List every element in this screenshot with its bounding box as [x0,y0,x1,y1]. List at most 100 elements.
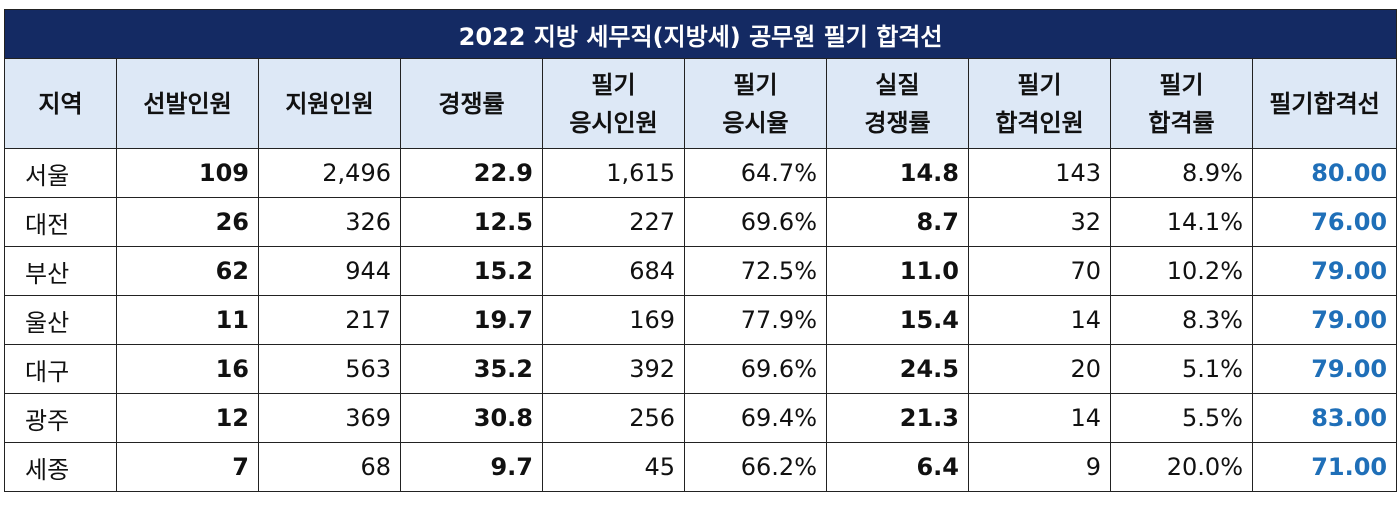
table-cell: 684 [542,246,685,296]
table-cell: 256 [542,393,685,443]
table-cell: 169 [542,295,685,345]
column-header-line: 필기 [733,70,778,99]
cutoff-table: 2022 지방 세무직(지방세) 공무원 필기 합격선 지역 선발인원 지원인원 경쟁… [3,9,1398,492]
table-cell: 35.2 [400,344,543,394]
column-header-line: 선발인원 [143,89,232,118]
table-row: 울산 11 217 19.7 169 77.9% 15.4 14 8.3% 79.00 [4,295,1398,345]
region-cell: 세종 [4,442,117,492]
table-cell: 217 [258,295,401,345]
table-cell: 143 [968,148,1111,198]
table-cell: 62 [116,246,259,296]
table-cell: 32 [968,197,1111,247]
table-cell: 26 [116,197,259,247]
table-row: 대전 26 326 12.5 227 69.6% 8.7 32 14.1% 76.00 [4,197,1398,247]
table-cell: 11 [116,295,259,345]
column-header-line: 필기 [1159,70,1204,99]
cutoff-score-cell: 83.00 [1251,393,1398,443]
column-header-line: 합격률 [1148,108,1215,137]
column-header-line: 필기합격선 [1269,89,1380,118]
column-header-line: 합격인원 [995,108,1084,137]
table-cell: 7 [116,442,259,492]
table-cell: 20 [968,344,1111,394]
table-title: 2022 지방 세무직(지방세) 공무원 필기 합격선 [3,9,1398,59]
table-row: 서울 109 2,496 22.9 1,615 64.7% 14.8 143 8.9% 80.00 [4,148,1398,198]
region-cell: 부산 [4,246,117,296]
cutoff-score-cell: 71.00 [1251,442,1398,492]
table-cell: 21.3 [826,393,969,443]
table-cell: 68 [258,442,401,492]
table-cell: 8.7 [826,197,969,247]
cutoff-score-cell: 79.00 [1251,295,1398,345]
table-cell: 15.4 [826,295,969,345]
table-cell: 10.2% [1110,246,1253,296]
table-cell: 227 [542,197,685,247]
table-cell: 944 [258,246,401,296]
table-cell: 6.4 [826,442,969,492]
table-cell: 24.5 [826,344,969,394]
region-cell: 대구 [4,344,117,394]
table-cell: 14 [968,393,1111,443]
table-cell: 14.1% [1110,197,1253,247]
table-cell: 77.9% [684,295,827,345]
table-cell: 69.6% [684,344,827,394]
table-cell: 69.6% [684,197,827,247]
column-header: 지역 [4,58,117,149]
column-header-line: 경쟁률 [864,108,931,137]
column-header-line: 필기 [1017,70,1062,99]
table-cell: 5.5% [1110,393,1253,443]
column-header: 선발인원 [116,58,259,149]
table-cell: 2,496 [258,148,401,198]
table-cell: 8.9% [1110,148,1253,198]
table-cell: 15.2 [400,246,543,296]
table-row: 대구 16 563 35.2 392 69.6% 24.5 20 5.1% 79.00 [4,344,1398,394]
cutoff-score-cell: 79.00 [1251,344,1398,394]
column-header-line: 응시인원 [569,108,658,137]
table-row: 광주 12 369 30.8 256 69.4% 21.3 14 5.5% 83.00 [4,393,1398,443]
cutoff-score-cell: 76.00 [1251,197,1398,247]
column-header: 지원인원 [258,58,401,149]
table-row: 부산 62 944 15.2 684 72.5% 11.0 70 10.2% 79.00 [4,246,1398,296]
column-header-line: 경쟁률 [438,89,505,118]
region-cell: 대전 [4,197,117,247]
table-row: 세종 7 68 9.7 45 66.2% 6.4 9 20.0% 71.00 [4,442,1398,492]
table-cell: 22.9 [400,148,543,198]
cutoff-score-cell: 79.00 [1251,246,1398,296]
table-cell: 66.2% [684,442,827,492]
table-body: 서울 109 2,496 22.9 1,615 64.7% 14.8 143 8.9% 80.00… [4,148,1398,492]
table-cell: 392 [542,344,685,394]
column-header-line: 응시율 [722,108,789,137]
table-cell: 12 [116,393,259,443]
column-header-line: 실질 [875,70,920,99]
column-header-line: 필기 [591,70,636,99]
table-cell: 563 [258,344,401,394]
results-table-container: 2022 지방 세무직(지방세) 공무원 필기 합격선 지역 선발인원 지원인원 경쟁… [3,9,1398,492]
column-header: 필기합격선 [1251,58,1398,149]
table-cell: 16 [116,344,259,394]
table-cell: 30.8 [400,393,543,443]
table-cell: 64.7% [684,148,827,198]
table-cell: 11.0 [826,246,969,296]
region-cell: 광주 [4,393,117,443]
table-cell: 72.5% [684,246,827,296]
table-cell: 1,615 [542,148,685,198]
table-cell: 109 [116,148,259,198]
table-cell: 14.8 [826,148,969,198]
column-header-line: 지역 [38,89,83,118]
region-cell: 울산 [4,295,117,345]
table-cell: 45 [542,442,685,492]
table-cell: 8.3% [1110,295,1253,345]
table-cell: 369 [258,393,401,443]
table-cell: 14 [968,295,1111,345]
table-cell: 9.7 [400,442,543,492]
table-cell: 69.4% [684,393,827,443]
table-cell: 19.7 [400,295,543,345]
column-header: 경쟁률 [400,58,543,149]
table-cell: 5.1% [1110,344,1253,394]
table-cell: 12.5 [400,197,543,247]
column-header-line: 지원인원 [285,89,374,118]
table-cell: 70 [968,246,1111,296]
